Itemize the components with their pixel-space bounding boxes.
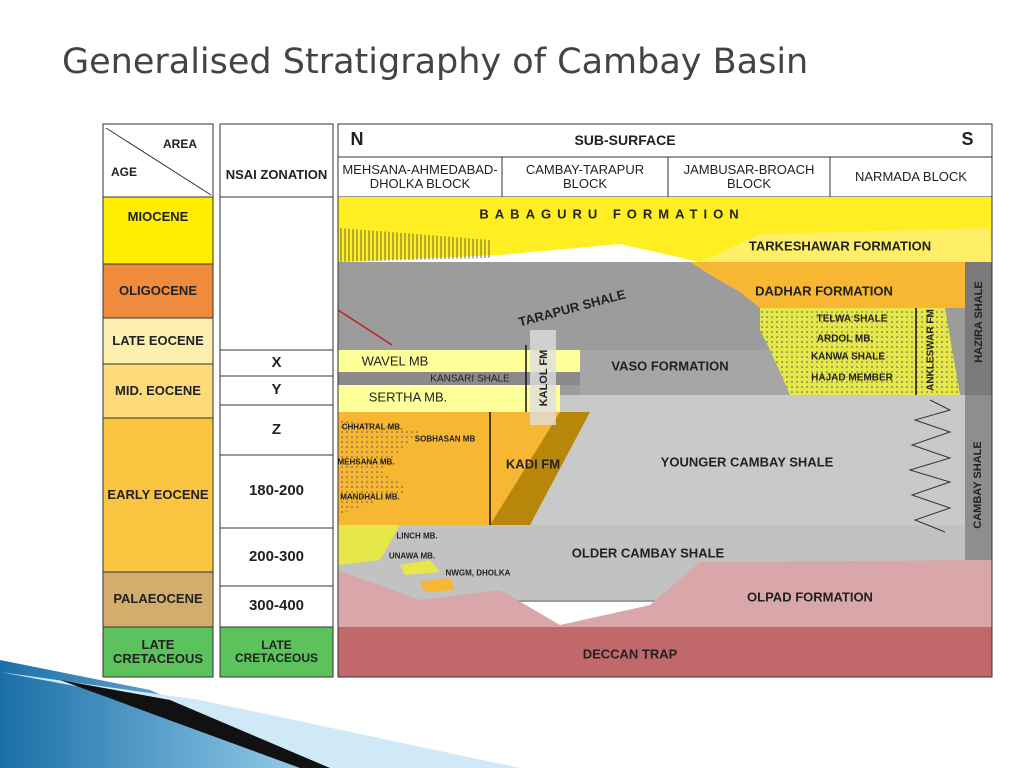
age-column bbox=[102, 123, 214, 678]
formation-label: ARDOL MB. bbox=[816, 333, 874, 345]
nsai-cell: LATE CRETACEOUS bbox=[234, 637, 319, 665]
age-cell: MID. EOCENE bbox=[115, 382, 201, 398]
age-label: AGE bbox=[110, 165, 137, 180]
formation-label: CAMBAY SHALE bbox=[972, 441, 984, 529]
age-cell: LATE CRETACEOUS bbox=[112, 636, 204, 666]
nsai-cell: Y bbox=[271, 381, 282, 399]
age-cell: PALAEOCENE bbox=[113, 591, 203, 607]
formation-label: MEHSANA MB. bbox=[337, 457, 395, 467]
slide-title: Generalised Stratigraphy of Cambay Basin bbox=[62, 42, 809, 82]
nsai-cell: 200-300 bbox=[248, 547, 305, 565]
formation-label: TELWA SHALE bbox=[816, 313, 888, 325]
formation-label: HAZIRA SHALE bbox=[973, 281, 985, 363]
formation-label: DADHAR FORMATION bbox=[755, 283, 893, 299]
south-label: S bbox=[961, 129, 974, 150]
nsai-cell: X bbox=[271, 353, 282, 371]
age-cell: OLIGOCENE bbox=[118, 282, 197, 298]
block-label: NARMADA BLOCK bbox=[855, 168, 967, 184]
formation-label: DECCAN TRAP bbox=[582, 646, 678, 662]
formation-label: ANKLESWAR FM bbox=[925, 309, 937, 391]
formation-label: OLPAD FORMATION bbox=[747, 589, 873, 605]
formation-label: YOUNGER CAMBAY SHALE bbox=[660, 454, 834, 470]
formation-label: MANDHALI MB. bbox=[340, 492, 400, 502]
formation-label: KALOL FM bbox=[538, 349, 550, 407]
nsai-cell: Z bbox=[271, 420, 282, 438]
formation-label: SERTHA MB. bbox=[368, 389, 448, 405]
nsai-column bbox=[219, 123, 334, 678]
formation-label: WAVEL MB bbox=[361, 353, 429, 369]
block-label: CAMBAY-TARAPUR BLOCK bbox=[525, 161, 645, 191]
section-title: SUB-SURFACE bbox=[574, 132, 676, 149]
cross-section bbox=[337, 123, 993, 678]
formation-label: UNAWA MB. bbox=[388, 551, 436, 561]
north-label: N bbox=[350, 129, 364, 150]
formation-label: TARKESHAWAR FORMATION bbox=[748, 238, 932, 254]
area-label: AREA bbox=[162, 137, 197, 152]
formation-label: KANWA SHALE bbox=[810, 351, 886, 363]
nsai-cell: 300-400 bbox=[248, 597, 305, 615]
formation-label: HAJAD MEMBER bbox=[811, 372, 893, 384]
formation-label: CHHATRAL MB. bbox=[341, 422, 403, 432]
formation-label: SOBHASAN MB bbox=[414, 434, 476, 444]
formation-label: LINCH MB. bbox=[396, 531, 438, 541]
age-cell: LATE EOCENE bbox=[112, 332, 204, 348]
age-cell: EARLY EOCENE bbox=[107, 486, 209, 502]
swoosh bbox=[60, 680, 330, 768]
formation-label: KANSARI SHALE bbox=[430, 373, 510, 385]
formation-label: BABAGURU FORMATION bbox=[479, 206, 745, 222]
formation-label: NWGM, DHOLKA bbox=[445, 568, 511, 578]
formation-label: KADI FM bbox=[505, 456, 561, 472]
nsai-cell: 180-200 bbox=[248, 482, 305, 500]
nsai-header: NSAI ZONATION bbox=[225, 166, 328, 182]
block-label: JAMBUSAR-BROACH BLOCK bbox=[683, 161, 815, 191]
block-label: MEHSANA-AHMEDABAD-DHOLKA BLOCK bbox=[342, 161, 498, 191]
age-cell: MIOCENE bbox=[127, 208, 189, 224]
formation-label: VASO FORMATION bbox=[611, 358, 729, 374]
formation-label: OLDER CAMBAY SHALE bbox=[571, 545, 725, 561]
